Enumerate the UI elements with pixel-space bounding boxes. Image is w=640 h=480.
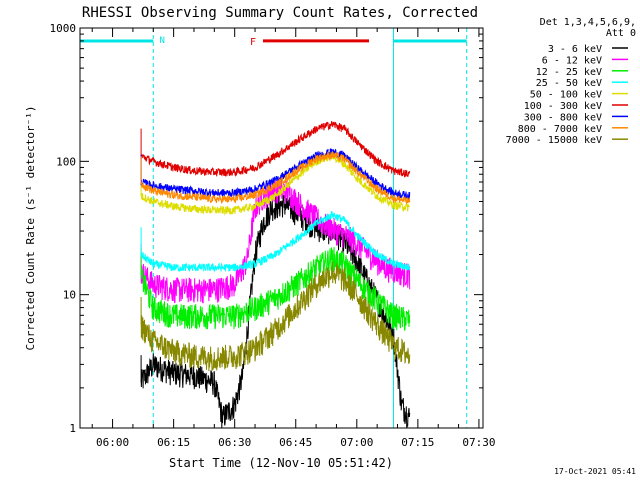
x-tick-label: 07:15: [401, 436, 434, 449]
generation-timestamp: 17-Oct-2021 05:41: [554, 467, 636, 476]
y-tick-label: 100: [56, 155, 76, 168]
flare-label: F: [250, 37, 256, 48]
series-line: [140, 178, 411, 304]
series-line: [140, 247, 411, 331]
legend-entry-label: 50 - 100 keV: [530, 90, 602, 101]
x-axis-label: Start Time (12-Nov-10 05:51:42): [169, 456, 393, 470]
night-markers: N: [80, 28, 468, 428]
x-tick-label: 06:15: [157, 436, 190, 449]
legend-header: Det 1,3,4,5,6,9,: [540, 17, 636, 28]
y-axis: 1 10 100 1000: [50, 22, 483, 435]
legend-entry-label: 100 - 300 keV: [524, 101, 602, 112]
y-tick-label: 1000: [50, 22, 77, 35]
x-tick-label: 07:00: [340, 436, 373, 449]
series-line: [140, 148, 411, 200]
series-line: [140, 120, 411, 178]
series-line: [140, 151, 411, 216]
x-tick-label: 07:30: [462, 436, 495, 449]
legend-entry-label: 300 - 800 keV: [524, 112, 602, 123]
series-line: [140, 194, 411, 429]
legend-entry-label: 3 - 6 keV: [548, 44, 602, 55]
legend-entry-label: 7000 - 15000 keV: [506, 135, 602, 146]
series-line: [140, 261, 411, 372]
flare-marker: F: [250, 37, 370, 48]
legend-entry-label: 25 - 50 keV: [536, 78, 602, 89]
x-axis: 06:00 06:15 06:30 06:45 07:00 07:15 07:30: [91, 28, 495, 449]
series-line: [140, 150, 411, 205]
x-tick-label: 06:30: [218, 436, 251, 449]
legend-entry-label: 800 - 7000 keV: [518, 124, 602, 135]
x-tick-label: 06:45: [279, 436, 312, 449]
x-tick-label: 06:00: [96, 436, 129, 449]
y-tick-label: 10: [63, 289, 76, 302]
legend-entry-label: 6 - 12 keV: [542, 55, 602, 66]
legend-header: Att 0: [606, 28, 636, 39]
series-line: [140, 211, 411, 273]
chart-title: RHESSI Observing Summary Count Rates, Co…: [82, 5, 478, 21]
y-axis-label: Corrected Count Rate (s⁻¹ detector⁻¹): [24, 105, 37, 350]
night-label: N: [160, 36, 165, 46]
data-series: [140, 120, 411, 429]
legend-entry-label: 12 - 25 keV: [536, 67, 602, 78]
plot-frame: [79, 27, 484, 429]
y-tick-label: 1: [69, 422, 76, 435]
